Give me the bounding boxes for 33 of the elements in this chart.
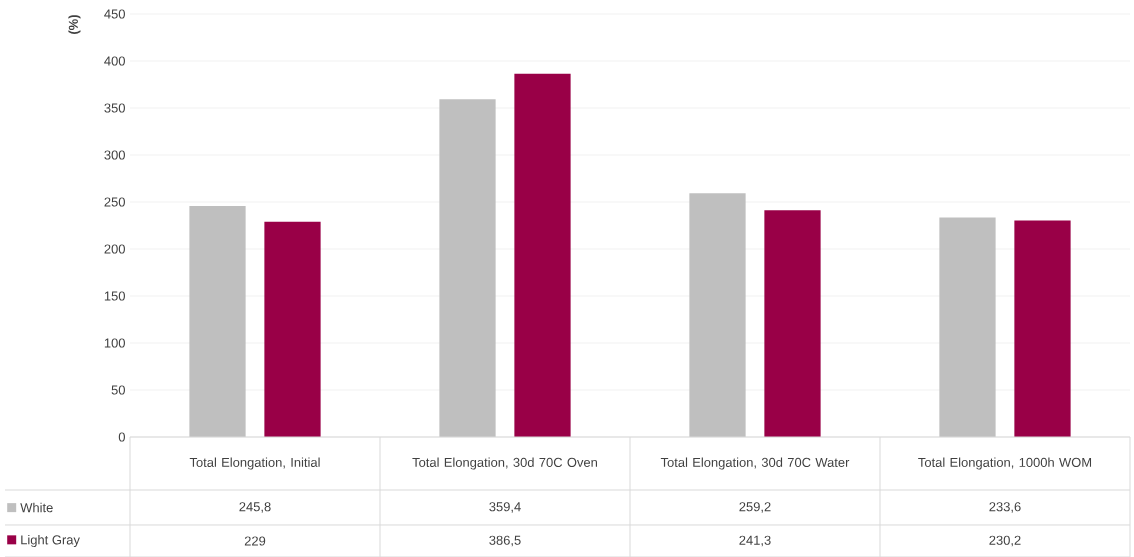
bar [439, 99, 496, 437]
bar [514, 73, 571, 437]
y-axis-title: (%) [68, 15, 81, 34]
bar [689, 193, 746, 437]
x-tick-label: Total Elongation, 30d 70C Water [660, 457, 850, 470]
data-label: 259,2 [739, 502, 771, 513]
data-label: 230,2 [989, 535, 1021, 547]
bar [939, 217, 996, 437]
y-tick-label: 50 [111, 385, 125, 395]
data-label: 245,8 [239, 502, 271, 513]
y-tick-label: 300 [104, 150, 125, 160]
x-tick-label: Total Elongation, Initial [189, 457, 320, 470]
y-tick-label: 200 [104, 244, 125, 254]
legend-label: White [20, 502, 53, 513]
y-tick-label: 450 [104, 9, 125, 19]
data-label: 359,4 [489, 502, 521, 513]
y-tick-label: 350 [104, 103, 125, 113]
bar [189, 205, 246, 437]
y-tick-label: 0 [118, 432, 125, 442]
bar [264, 221, 321, 437]
y-tick-label: 400 [104, 56, 125, 66]
y-tick-label: 250 [104, 197, 125, 207]
y-tick-label: 100 [104, 338, 125, 348]
data-label: 386,5 [489, 535, 521, 547]
data-label: 241,3 [739, 535, 771, 547]
bar [1014, 220, 1071, 437]
x-tick-label: Total Elongation, 30d 70C Oven [412, 457, 597, 470]
y-tick-label: 150 [104, 291, 125, 301]
data-label: 229 [244, 536, 266, 546]
data-label: 233,6 [989, 502, 1021, 513]
legend-label: Light Gray [21, 534, 80, 548]
bar [764, 210, 821, 437]
x-tick-label: Total Elongation, 1000h WOM [918, 457, 1092, 470]
